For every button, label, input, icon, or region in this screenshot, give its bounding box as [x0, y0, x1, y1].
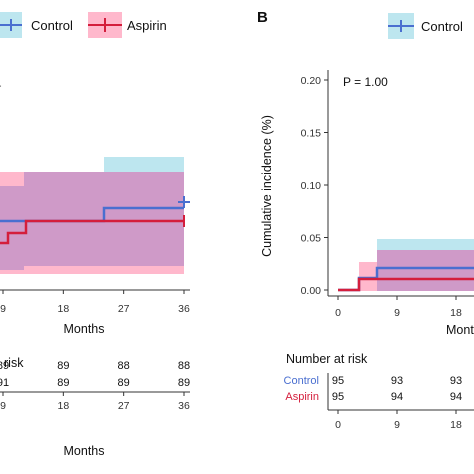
- panel-b-ylabel: Cumulative incidence (%): [260, 115, 274, 257]
- panel-b-risk-value: 93: [450, 375, 462, 387]
- panel-a-fragment: -: [0, 80, 2, 92]
- panel-b-risk-value: 94: [450, 391, 462, 403]
- panel-b-risk-value: 95: [332, 375, 344, 387]
- panel-a-aspirin-line: [0, 219, 184, 245]
- legend-control-label-b: Control: [421, 19, 463, 34]
- panel-b-risk-rows: 95 93 93 95 94 94: [332, 375, 462, 403]
- panel-a-risk-rows: 89 89 88 88 91 89 89 89: [0, 360, 190, 389]
- panel-b-y-tick-label: 0.20: [301, 75, 322, 87]
- panel-a-risk-value: 89: [118, 377, 130, 389]
- panel-b-risk-row-control-name: Control: [284, 375, 319, 387]
- panel-b-aspirin-line: [338, 277, 474, 292]
- panel-a-risk-value: 89: [57, 377, 69, 389]
- panel-b-x-tick-label: 0: [335, 307, 341, 319]
- panel-b-risk-value: 93: [391, 375, 403, 387]
- panel-a-risk-tick-label: 9: [0, 400, 6, 412]
- panel-a-x-tick-label: 27: [118, 303, 130, 315]
- panel-a-risk-value: 89: [178, 377, 190, 389]
- panel-a-risk-tick-label: 36: [178, 400, 190, 412]
- panel-b-risk-tick-label: 9: [394, 419, 400, 431]
- panel-b-risk-value: 94: [391, 391, 403, 403]
- panel-a-risk-ticks: 9 18 27 36: [0, 392, 190, 412]
- panel-b-x-ticks: 0 9 18: [335, 296, 462, 319]
- panel-b-y-ticks: 0.00 0.05 0.10 0.15 0.20: [301, 75, 328, 297]
- panel-a-risk-title: risk: [4, 356, 24, 370]
- legend-control-label-a: Control: [31, 18, 73, 33]
- panel-a-plot: 9 18 27 36 Months: [0, 157, 190, 336]
- panel-a-risk-xlabel: Months: [64, 444, 105, 458]
- panel-b-risk-ticks: 0 9 18: [335, 410, 462, 431]
- panel-a-risk-value: 88: [118, 360, 130, 372]
- panel-b-y-tick-label: 0.15: [301, 128, 322, 140]
- panel-b-overlap-band-top: [377, 250, 474, 262]
- panel-b-risk-tick-label: 0: [335, 419, 341, 431]
- panel-a-x-tick-label: 9: [0, 303, 6, 315]
- panel-a-risk-value: 89: [57, 360, 69, 372]
- panel-b-risk-value: 95: [332, 391, 344, 403]
- panel-a-legend: Control Aspirin: [0, 12, 167, 38]
- panel-a-overlap-band-1: [0, 186, 24, 270]
- panel-b-xlabel: Month: [446, 323, 474, 337]
- panel-a-risk-tick-label: 18: [57, 400, 69, 412]
- panel-a-x-tick-label: 36: [178, 303, 190, 315]
- panel-b-risk-tick-label: 18: [450, 419, 462, 431]
- panel-b-x-tick-label: 18: [450, 307, 462, 319]
- panel-b-plot: 0.00 0.05 0.10 0.15 0.20 0 9 18 Cumulative inc…: [260, 70, 474, 337]
- panel-a-x-ticks: 9 18 27 36: [0, 290, 190, 315]
- panel-b-y-tick-label: 0.05: [301, 233, 322, 245]
- panel-b-overlap-band: [377, 262, 474, 291]
- panel-a-risk-value: 89: [0, 360, 9, 372]
- panel-b-x-tick-label: 9: [394, 307, 400, 319]
- panel-a-risk-tick-label: 27: [118, 400, 130, 412]
- panel-a-x-tick-label: 18: [57, 303, 69, 315]
- panel-a-control-censor: [178, 196, 190, 208]
- panel-b-risk-title: Number at risk: [286, 352, 368, 366]
- panel-b-risk-row-aspirin-name: Aspirin: [285, 391, 319, 403]
- panel-b-pvalue: P = 1.00: [343, 75, 388, 89]
- panel-a-risk-table: risk 89 89 88 88 91 89 89 89 9 18 27 36 Months: [0, 356, 190, 458]
- panel-b-legend: Control: [388, 13, 463, 39]
- panel-b-y-tick-label: 0.10: [301, 180, 322, 192]
- panel-b-letter: B: [257, 9, 268, 26]
- legend-aspirin-label-a: Aspirin: [127, 18, 167, 33]
- panel-b-y-tick-label: 0.00: [301, 285, 322, 297]
- panel-a-xlabel: Months: [64, 322, 105, 336]
- panel-a-risk-value: 88: [178, 360, 190, 372]
- panel-a-risk-value: 91: [0, 377, 9, 389]
